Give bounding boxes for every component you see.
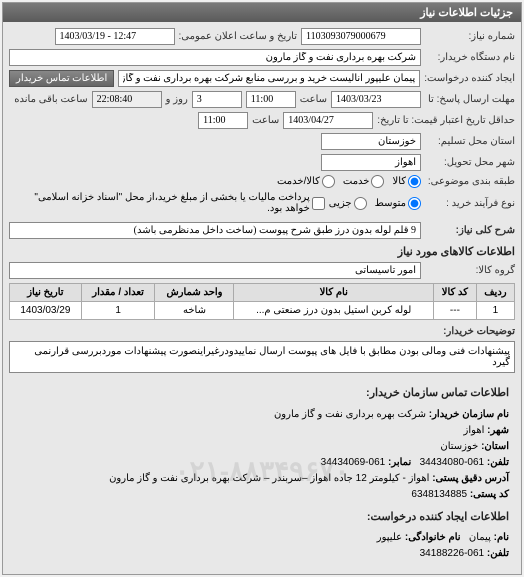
contact-fax: 061-34434069 (321, 457, 386, 468)
creator-section-title: اطلاعات ایجاد کننده درخواست: (15, 509, 509, 527)
buyer-org-field[interactable] (9, 49, 421, 66)
cell-qty: 1 (81, 302, 155, 320)
validity-hour-label: ساعت (252, 115, 279, 126)
category-goods[interactable]: کالا (392, 175, 421, 188)
category-radio-group: کالا خدمت کالا/خدمت (277, 175, 421, 188)
validity-label: حداقل تاریخ اعتبار قیمت: تا تاریخ: (377, 115, 515, 126)
contact-address-label: آدرس دقیق پستی: (432, 473, 509, 484)
req-number-label: شماره نیاز: (425, 31, 515, 42)
col-date: تاریخ نیاز (10, 284, 82, 302)
category-service[interactable]: خدمت (343, 175, 385, 188)
goods-group-field[interactable] (9, 262, 421, 279)
contact-city: اهواز (464, 425, 485, 436)
contact-postal: 6348134885 (411, 489, 467, 500)
purchase-type-group: متوسط جزیی (329, 197, 421, 210)
deadline-days-field[interactable] (192, 91, 242, 108)
cell-unit: شاخه (155, 302, 234, 320)
deadline-hour-label: ساعت (300, 94, 327, 105)
request-details-panel: جزئیات اطلاعات نیاز شماره نیاز: تاریخ و … (2, 2, 522, 575)
contact-info-button[interactable]: اطلاعات تماس خریدار (9, 70, 114, 87)
cell-row: 1 (476, 302, 514, 320)
cell-date: 1403/03/29 (10, 302, 82, 320)
goods-table: ردیف کد کالا نام کالا واحد شمارش تعداد /… (9, 283, 515, 320)
deadline-date-field[interactable] (331, 91, 421, 108)
validity-date-field[interactable] (283, 112, 373, 129)
col-name: نام کالا (234, 284, 433, 302)
contact-section-title: اطلاعات تماس سازمان خریدار: (15, 385, 509, 403)
deadline-remain-field (92, 91, 162, 108)
announce-date-field[interactable] (55, 28, 175, 45)
contact-province-label: استان: (481, 441, 509, 452)
panel-title: جزئیات اطلاعات نیاز (3, 3, 521, 22)
contact-org: شرکت بهره برداری نفت و گاز مارون (274, 409, 426, 420)
goods-group-label: گروه کالا: (425, 265, 515, 276)
col-unit: واحد شمارش (155, 284, 234, 302)
contact-phone-label: تلفن: (487, 457, 509, 468)
category-both[interactable]: کالا/خدمت (277, 175, 335, 188)
deadline-label: مهلت ارسال پاسخ: تا (425, 94, 515, 105)
creator-phone: 061-34188226 (420, 548, 485, 559)
buyer-note-box: پیشنهادات فنی ومالی بودن مطابق با فایل ه… (9, 341, 515, 373)
col-row: ردیف (476, 284, 514, 302)
province-field[interactable] (321, 133, 421, 150)
table-row[interactable]: 1 --- لوله کربن استیل بدون درز صنعتی م..… (10, 302, 515, 320)
purchase-type-label: نوع فرآیند خرید : (425, 198, 515, 209)
contact-org-label: نام سازمان خریدار: (429, 409, 509, 420)
purchase-type-medium[interactable]: متوسط (375, 197, 421, 210)
category-label: طبقه بندی موضوعی: (425, 176, 515, 187)
contact-fax-label: نمابر: (388, 457, 411, 468)
contact-city-label: شهر: (487, 425, 509, 436)
contact-phone: 061-34434080 (420, 457, 485, 468)
deadline-days-label: روز و (166, 94, 188, 105)
req-number-field[interactable] (301, 28, 421, 45)
city-label: شهر محل تحویل: (425, 157, 515, 168)
contact-province: خوزستان (440, 441, 478, 452)
cell-code: --- (433, 302, 476, 320)
announce-label: تاریخ و ساعت اعلان عمومی: (179, 31, 298, 42)
creator-family-label: نام خانوادگی: (405, 532, 461, 543)
main-item-field[interactable] (9, 222, 421, 239)
creator-family: علیپور (377, 532, 402, 543)
creator-label: ایجاد کننده درخواست: (424, 73, 515, 84)
cell-name: لوله کربن استیل بدون درز صنعتی م... (234, 302, 433, 320)
col-code: کد کالا (433, 284, 476, 302)
col-qty: تعداد / مقدار (81, 284, 155, 302)
province-label: استان محل تسلیم: (425, 136, 515, 147)
goods-section-title: اطلاعات کالاهای مورد نیاز (9, 245, 515, 258)
purchase-type-minor[interactable]: جزیی (329, 197, 367, 210)
creator-name-label: نام: (494, 532, 509, 543)
deadline-hour-field[interactable] (246, 91, 296, 108)
treasury-bonds-checkbox[interactable]: پرداخت مالیات یا بخشی از مبلغ خرید،از مح… (9, 192, 325, 214)
panel-body: شماره نیاز: تاریخ و ساعت اعلان عمومی: نا… (3, 22, 521, 574)
validity-hour-field[interactable] (198, 112, 248, 129)
creator-field[interactable] (118, 70, 420, 87)
deadline-remain-label: ساعت باقی مانده (14, 94, 87, 105)
table-header-row: ردیف کد کالا نام کالا واحد شمارش تعداد /… (10, 284, 515, 302)
city-field[interactable] (321, 154, 421, 171)
creator-name: پیمان (469, 532, 491, 543)
buyer-org-label: نام دستگاه خریدار: (425, 52, 515, 63)
buyer-note-label: توضیحات خریدار: (425, 326, 515, 337)
creator-phone-label: تلفن: (487, 548, 509, 559)
contact-info-section: ۰۲۱-۸۸۳۴۹۶۷۰ اطلاعات تماس سازمان خریدار:… (9, 373, 515, 568)
contact-address: اهواز - کیلومتر 12 جاده اهواز –سربندر – … (109, 473, 429, 484)
main-item-label: شرح کلی نیاز: (425, 225, 515, 236)
contact-postal-label: کد پستی: (470, 489, 509, 500)
